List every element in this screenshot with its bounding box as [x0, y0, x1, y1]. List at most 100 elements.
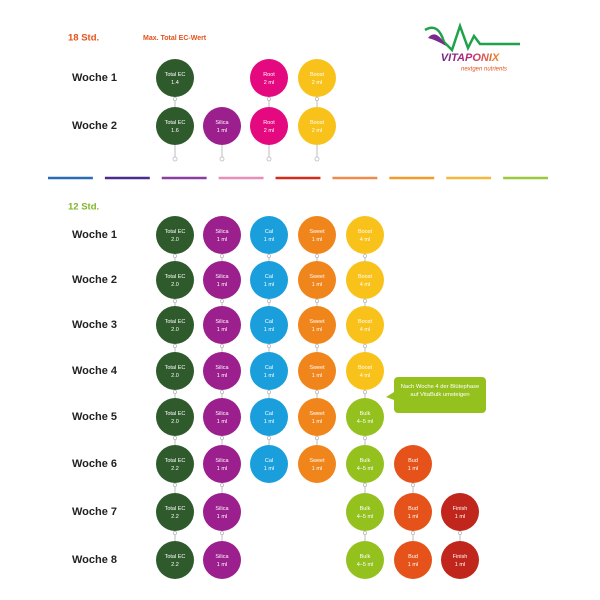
nutrient-name: Root: [263, 72, 275, 78]
connector-dot: [266, 343, 271, 348]
nutrient-dose: 1 ml: [455, 514, 465, 520]
logo-brand: VITAPONIX: [441, 52, 500, 64]
nutrient-name: Total EC: [165, 229, 186, 235]
bloom-title: 12 Std.: [68, 202, 99, 213]
nutrient-dose: 1 ml: [264, 282, 274, 288]
nutrient-name: Silica: [215, 554, 229, 560]
nutrient-dose: 1 ml: [217, 327, 227, 333]
nutrient-circle: [394, 445, 432, 483]
nutrient-circle: [250, 445, 288, 483]
connector-dot: [314, 343, 319, 348]
nutrient-dose: 1 ml: [217, 282, 227, 288]
nutrient-dose: 1.4: [171, 80, 179, 86]
nutrient-circle: [441, 541, 479, 579]
nutrient-name: Bulk: [360, 554, 371, 560]
nutrient-circle: [250, 216, 288, 254]
nutrient-name: Sweet: [309, 411, 325, 417]
nutrient-dose: 1 ml: [408, 562, 418, 568]
nutrient-name: Silica: [215, 506, 229, 512]
nutrient-circle: [346, 493, 384, 531]
connector-dot: [172, 253, 177, 258]
nutrient-circle: [250, 306, 288, 344]
stub-dot: [172, 156, 178, 162]
nutrient-circle: [298, 306, 336, 344]
nutrient-name: Cal: [265, 229, 273, 235]
nutrient-name: Bud: [408, 554, 418, 560]
nutrient-name: Total EC: [165, 411, 186, 417]
connector-dot: [362, 435, 367, 440]
connector-dot: [362, 343, 367, 348]
logo-leaf: [428, 34, 446, 46]
nutrient-dose: 1 ml: [312, 419, 322, 425]
nutrient-name: Sweet: [309, 458, 325, 464]
nutrient-circle: [156, 306, 194, 344]
week-label: Woche 3: [72, 319, 117, 331]
nutrient-dose: 1 ml: [264, 373, 274, 379]
connector-dot: [266, 253, 271, 258]
nutrient-dose: 4 ml: [360, 237, 370, 243]
nutrient-dose: 1 ml: [217, 128, 227, 134]
week-label: Woche 2: [72, 120, 117, 132]
nutrient-circle: [346, 352, 384, 390]
connector-dot: [362, 253, 367, 258]
connector-dot: [172, 343, 177, 348]
nutrient-dose: 1 ml: [217, 514, 227, 520]
nutrient-circle: [156, 261, 194, 299]
connector-dot: [219, 389, 224, 394]
nutrient-circle: [346, 216, 384, 254]
week-label: Woche 1: [72, 72, 117, 84]
nutrient-circle: [156, 107, 194, 145]
nutrient-dose: 2 ml: [264, 80, 274, 86]
nutrient-dose: 2.0: [171, 282, 179, 288]
nutrient-dose: 1 ml: [312, 282, 322, 288]
nutrient-name: Cal: [265, 458, 273, 464]
nutrient-circle: [298, 352, 336, 390]
nutrient-dose: 2.0: [171, 373, 179, 379]
nutrient-name: Total EC: [165, 365, 186, 371]
nutrient-name: Bulk: [360, 411, 371, 417]
stub-dot: [314, 156, 320, 162]
nutrient-circle: [203, 107, 241, 145]
nutrient-dose: 2.2: [171, 514, 179, 520]
nutrient-name: Total EC: [165, 506, 186, 512]
week-label: Woche 1: [72, 229, 117, 241]
nutrient-circle: [298, 59, 336, 97]
callout-box: [394, 377, 486, 413]
nutrient-dose: 1 ml: [408, 466, 418, 472]
nutrient-dose: 1 ml: [408, 514, 418, 520]
nutrient-circle: [441, 493, 479, 531]
nutrient-circle: [156, 445, 194, 483]
nutrient-name: Bud: [408, 458, 418, 464]
connector-dot: [314, 298, 319, 303]
nutrient-name: Root: [263, 120, 275, 126]
nutrient-name: Silica: [215, 319, 229, 325]
connector-dot: [266, 435, 271, 440]
nutrient-name: Total EC: [165, 319, 186, 325]
connector-dot: [410, 531, 415, 536]
connector-dot: [362, 298, 367, 303]
nutrient-circle: [203, 541, 241, 579]
logo-mark: [424, 22, 520, 53]
nutrient-name: Cal: [265, 274, 273, 280]
connector-dot: [219, 531, 224, 536]
nutrient-name: Cal: [265, 411, 273, 417]
connector-dot: [172, 298, 177, 303]
callout-pointer: [386, 392, 394, 400]
nutrient-dose: 1 ml: [217, 373, 227, 379]
connector-dot: [314, 435, 319, 440]
nutrient-circle: [250, 398, 288, 436]
nutrient-name: Silica: [215, 411, 229, 417]
nutrient-circle: [250, 107, 288, 145]
nutrient-dose: 2.0: [171, 237, 179, 243]
veg-title: 18 Std.: [68, 33, 99, 44]
nutrient-name: Bulk: [360, 458, 371, 464]
nutrient-dose: 4–5 ml: [357, 562, 374, 568]
nutrient-name: Boost: [310, 72, 325, 78]
callout-text: Nach Woche 4 der Blütephase auf VitaBulk…: [400, 384, 480, 398]
connector-dot: [314, 253, 319, 258]
nutrient-name: Total EC: [165, 72, 186, 78]
nutrient-dose: 1 ml: [455, 562, 465, 568]
nutrient-dose: 1 ml: [312, 237, 322, 243]
nutrient-circle: [346, 261, 384, 299]
